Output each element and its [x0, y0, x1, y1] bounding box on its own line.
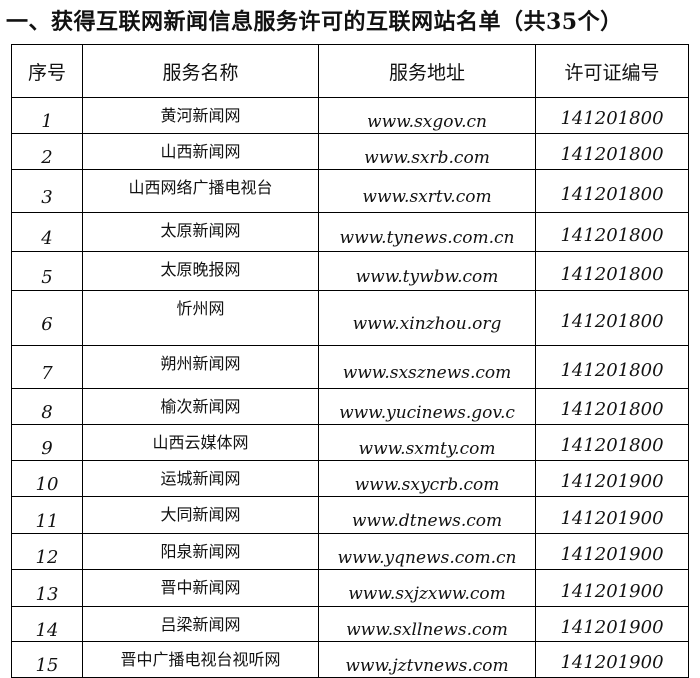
table-header-row: 序号 服务名称 服务地址 许可证编号: [11, 44, 689, 98]
service-name: 忻州网: [82, 290, 319, 346]
row-number: 5: [11, 251, 83, 291]
row-number: 12: [11, 533, 83, 570]
service-url: www.sxrb.com: [318, 133, 536, 170]
header-service-name: 服务名称: [82, 44, 319, 98]
service-name: 太原新闻网: [82, 212, 319, 252]
license-number: 141201900: [535, 460, 689, 497]
document-title: 一、获得互联网新闻信息服务许可的互联网站名单（共35个）: [6, 9, 623, 35]
row-number: 1: [11, 97, 83, 134]
license-number: 141201800: [535, 97, 689, 134]
license-number: 141201800: [535, 290, 689, 346]
service-url: www.sxycrb.com: [318, 460, 536, 497]
service-name: 晋中新闻网: [82, 569, 319, 607]
service-url: www.sxmty.com: [318, 424, 536, 461]
license-number: 141201900: [535, 533, 689, 570]
service-name: 朔州新闻网: [82, 345, 319, 389]
service-url: www.tynews.com.cn: [318, 212, 536, 252]
row-number: 10: [11, 460, 83, 497]
license-number: 141201800: [535, 251, 689, 291]
table-row: 11 大同新闻网 www.dtnews.com 141201900: [11, 496, 689, 534]
table-row: 5 太原晚报网 www.tywbw.com 141201800: [11, 251, 689, 291]
license-number: 141201800: [535, 212, 689, 252]
license-number: 141201900: [535, 641, 689, 678]
service-name: 运城新闻网: [82, 460, 319, 497]
license-number: 141201900: [535, 606, 689, 642]
service-name: 山西新闻网: [82, 133, 319, 170]
table-row: 15 晋中广播电视台视听网 www.jztvnews.com 141201900: [11, 641, 689, 678]
license-number: 141201900: [535, 496, 689, 534]
table-row: 8 榆次新闻网 www.yucinews.gov.c 141201800: [11, 388, 689, 425]
row-number: 9: [11, 424, 83, 461]
license-number: 141201800: [535, 133, 689, 170]
service-name: 山西网络广播电视台: [82, 169, 319, 213]
row-number: 4: [11, 212, 83, 252]
header-no: 序号: [11, 44, 83, 98]
service-url: www.dtnews.com: [318, 496, 536, 534]
row-number: 6: [11, 290, 83, 346]
service-name: 山西云媒体网: [82, 424, 319, 461]
license-number: 141201800: [535, 424, 689, 461]
header-license-no: 许可证编号: [535, 44, 689, 98]
service-url: www.tywbw.com: [318, 251, 536, 291]
service-url: www.sxjzxww.com: [318, 569, 536, 607]
row-number: 7: [11, 345, 83, 389]
table-row: 2 山西新闻网 www.sxrb.com 141201800: [11, 133, 689, 170]
table-row: 12 阳泉新闻网 www.yqnews.com.cn 141201900: [11, 533, 689, 570]
row-number: 13: [11, 569, 83, 607]
table-row: 9 山西云媒体网 www.sxmty.com 141201800: [11, 424, 689, 461]
service-name: 阳泉新闻网: [82, 533, 319, 570]
service-url: www.xinzhou.org: [318, 290, 536, 346]
row-number: 8: [11, 388, 83, 425]
service-url: www.sxrtv.com: [318, 169, 536, 213]
table-row: 6 忻州网 www.xinzhou.org 141201800: [11, 290, 689, 346]
license-number: 141201800: [535, 388, 689, 425]
service-name: 大同新闻网: [82, 496, 319, 534]
service-url: www.sxgov.cn: [318, 97, 536, 134]
table-row: 14 吕梁新闻网 www.sxllnews.com 141201900: [11, 606, 689, 642]
table-row: 7 朔州新闻网 www.sxsznews.com 141201800: [11, 345, 689, 389]
row-number: 15: [11, 641, 83, 678]
license-number: 141201800: [535, 345, 689, 389]
service-name: 黄河新闻网: [82, 97, 319, 134]
service-url: www.sxllnews.com: [318, 606, 536, 642]
header-service-url: 服务地址: [318, 44, 536, 98]
row-number: 2: [11, 133, 83, 170]
table-row: 10 运城新闻网 www.sxycrb.com 141201900: [11, 460, 689, 497]
website-list-table: 序号 服务名称 服务地址 许可证编号 1 黄河新闻网 www.sxgov.cn 141…: [11, 44, 689, 678]
license-number: 141201900: [535, 569, 689, 607]
table-row: 1 黄河新闻网 www.sxgov.cn 141201800: [11, 97, 689, 134]
service-url: www.yucinews.gov.c: [318, 388, 536, 425]
service-name: 太原晚报网: [82, 251, 319, 291]
table-row: 13 晋中新闻网 www.sxjzxww.com 141201900: [11, 569, 689, 607]
license-number: 141201800: [535, 169, 689, 213]
service-name: 吕梁新闻网: [82, 606, 319, 642]
table-row: 4 太原新闻网 www.tynews.com.cn 141201800: [11, 212, 689, 252]
service-name: 晋中广播电视台视听网: [82, 641, 319, 678]
row-number: 14: [11, 606, 83, 642]
service-url: www.sxsznews.com: [318, 345, 536, 389]
service-url: www.jztvnews.com: [318, 641, 536, 678]
service-name: 榆次新闻网: [82, 388, 319, 425]
service-url: www.yqnews.com.cn: [318, 533, 536, 570]
row-number: 3: [11, 169, 83, 213]
row-number: 11: [11, 496, 83, 534]
table-row: 3 山西网络广播电视台 www.sxrtv.com 141201800: [11, 169, 689, 213]
